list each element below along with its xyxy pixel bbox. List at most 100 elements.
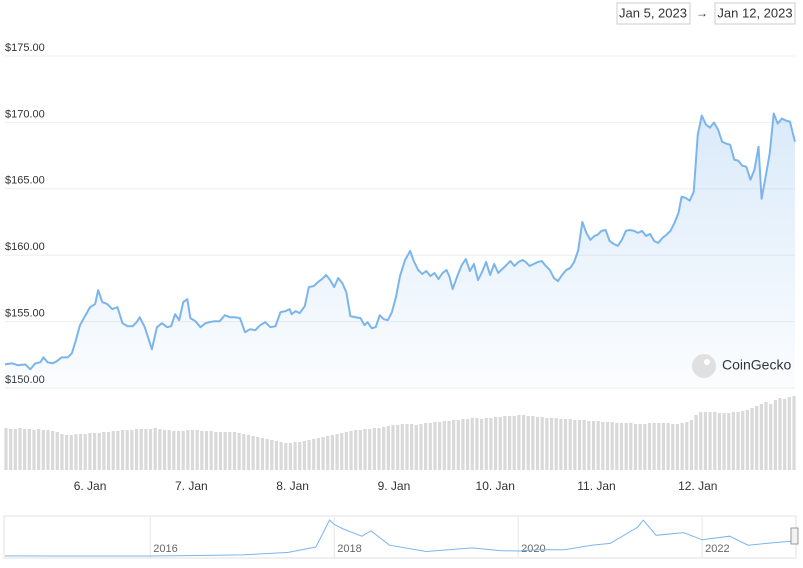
volume-bar [605, 422, 610, 470]
volume-bar [326, 436, 330, 470]
date-arrow: → [696, 6, 708, 20]
volume-bar [125, 430, 129, 470]
volume-bar [251, 436, 255, 470]
volume-bar [270, 440, 274, 470]
volume-bar [139, 429, 143, 470]
volume-bar [120, 430, 125, 470]
volume-bar [181, 431, 185, 470]
volume-bar [438, 422, 442, 470]
volume-bar [41, 430, 45, 470]
volume-bar [591, 421, 596, 470]
navigator-tick-label: 2022 [705, 543, 729, 555]
volume-bar [144, 429, 148, 470]
volume-bar [106, 432, 111, 470]
volume-bar [531, 416, 535, 470]
volume-bar [713, 412, 717, 470]
volume-bar [204, 431, 209, 470]
volume-bar [601, 422, 605, 470]
volume-bar [200, 431, 204, 470]
volume-bar [344, 432, 348, 470]
volume-bar [214, 432, 218, 470]
volume-bar [699, 412, 703, 470]
navigator-tick-label: 2018 [337, 543, 361, 555]
volume-bar [507, 416, 512, 470]
volume-bar [307, 440, 311, 470]
volume-bar [92, 433, 97, 470]
date-from[interactable]: Jan 5, 2023 [619, 5, 687, 20]
date-to-box[interactable] [714, 2, 796, 25]
date-from-box[interactable] [616, 2, 691, 25]
volume-bar [298, 442, 302, 470]
volume-bar [573, 420, 577, 470]
volume-bar [293, 442, 297, 470]
volume-bar [410, 424, 414, 470]
volume-bar [540, 417, 544, 470]
volume-bar [685, 422, 689, 470]
volume-bar [456, 420, 460, 470]
volume-bar [493, 417, 498, 470]
volume-bar [489, 418, 493, 470]
volume-bar [242, 434, 246, 470]
volume-bar [424, 423, 428, 470]
navigator-tick-label: 2016 [153, 543, 177, 555]
y-tick-label: $175.00 [5, 42, 45, 54]
volume-bar [46, 430, 50, 470]
volume-bar [316, 438, 321, 470]
navigator-line [4, 519, 795, 557]
volume-bar [358, 430, 362, 470]
volume-bar [97, 433, 101, 470]
volume-bar [55, 432, 59, 470]
y-tick-label: $155.00 [5, 308, 45, 320]
volume-bar [750, 408, 754, 470]
volume-bar [363, 429, 367, 470]
volume-bar [643, 424, 647, 470]
volume-bar [694, 415, 698, 470]
volume-bar [661, 423, 666, 470]
volume-bar [167, 430, 171, 470]
volume-bar [736, 412, 740, 470]
volume-bar [582, 420, 586, 470]
volume-bar [479, 419, 484, 470]
volume-bar [134, 429, 139, 470]
volume-bar [745, 410, 749, 470]
volume-bar [176, 431, 181, 470]
volume-bar [759, 404, 763, 470]
x-tick-label: 12. Jan [678, 479, 717, 493]
volume-bar [652, 423, 656, 470]
volume-bar [354, 430, 358, 470]
volume-bar [162, 430, 167, 470]
volume-bar [638, 424, 642, 470]
volume-bar [554, 418, 558, 470]
volume-bar [792, 396, 796, 470]
navigator-handle[interactable] [790, 527, 799, 545]
volume-bar [624, 423, 628, 470]
volume-bar [382, 427, 386, 470]
date-to[interactable]: Jan 12, 2023 [717, 5, 792, 20]
volume-bar [186, 430, 190, 470]
volume-bar [521, 415, 526, 470]
volume-bar [549, 418, 554, 470]
volume-bar [88, 433, 92, 470]
volume-bar [158, 429, 162, 470]
volume-bar [256, 437, 260, 470]
volume-bar [288, 443, 293, 470]
volume-bar [535, 417, 540, 470]
y-tick-label: $170.00 [5, 108, 45, 120]
volume-bar [27, 429, 31, 470]
volume-bar [769, 404, 773, 470]
volume-bar [671, 424, 675, 470]
volume-bar [148, 429, 153, 470]
volume-bar [116, 431, 120, 470]
watermark-eye [704, 359, 710, 365]
volume-bar [708, 412, 712, 470]
volume-bar [610, 422, 614, 470]
volume-bar [577, 420, 582, 470]
volume-bar [615, 423, 619, 470]
volume-bar [475, 418, 479, 470]
volume-bar [717, 413, 721, 470]
volume-bar [74, 434, 78, 470]
volume-bar [223, 432, 227, 470]
volume-bar [703, 412, 708, 470]
volume-bar [396, 425, 400, 470]
